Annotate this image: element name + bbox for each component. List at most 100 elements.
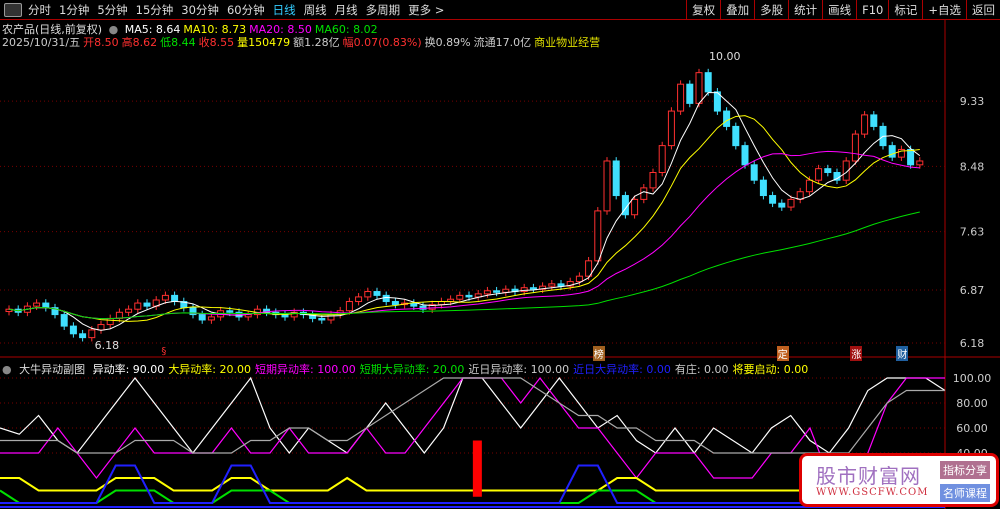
- toolbar-button[interactable]: 画线: [822, 0, 856, 20]
- candle-up: [677, 83, 685, 112]
- chart-header: 农产品(日线,前复权) ● MA5: 8.64 MA10: 8.73 MA20: 8…: [2, 21, 384, 37]
- period-tab[interactable]: 30分钟: [181, 2, 219, 17]
- period-tab[interactable]: 周线: [303, 2, 327, 17]
- candle-down: [318, 317, 326, 321]
- candle-down: [741, 145, 749, 166]
- period-tab[interactable]: 60分钟: [226, 2, 265, 17]
- toolbar-button[interactable]: F10: [856, 0, 888, 20]
- indicator-legend-item: 将要启动: 0.00: [732, 363, 809, 376]
- candle-down: [198, 314, 206, 321]
- indicator-line: [0, 377, 945, 454]
- period-tab[interactable]: 5分钟: [97, 2, 128, 17]
- ma-value: MA10: 8.73: [183, 23, 247, 36]
- toolbar-button[interactable]: +自选: [922, 0, 966, 20]
- quote-field: 低8.44: [160, 36, 196, 49]
- candle-up: [364, 291, 372, 298]
- watermark-title: 股市财富网: [816, 464, 921, 488]
- candle-up: [603, 160, 611, 212]
- candle-up: [161, 294, 169, 301]
- price-tick: 6.18: [960, 337, 985, 350]
- ma20-line: [8, 150, 920, 320]
- quote-field: 幅0.07(0.83%): [342, 36, 422, 49]
- indicator-legend-item: 大异动率: 20.00: [168, 363, 252, 376]
- period-tab[interactable]: 分时: [28, 2, 51, 17]
- candle-up: [815, 168, 823, 181]
- candle-down: [769, 195, 777, 204]
- watermark-logo: 股市财富网 WWW.GSCFW.COM 指标分享 名师课程: [799, 453, 999, 507]
- indicator-line: [0, 476, 945, 492]
- sidebar-toggle-button[interactable]: [4, 2, 22, 17]
- indicator-header: ● 大牛异动副图 异动率: 90.00 大异动率: 20.00 短期异动率: 100…: [2, 361, 816, 377]
- toolbar-button[interactable]: 标记: [888, 0, 922, 20]
- candle-up: [658, 145, 666, 174]
- watermark-tag-share: 指标分享: [940, 461, 990, 479]
- candle-down: [493, 290, 501, 293]
- candle-up: [290, 311, 298, 318]
- signal-bar: [472, 440, 482, 497]
- candle-down: [60, 314, 68, 327]
- ma10-line: [8, 115, 920, 322]
- price-tick: 7.63: [960, 226, 985, 239]
- period-tab[interactable]: 多周期: [365, 2, 401, 17]
- candle-down: [373, 291, 381, 296]
- period-tab[interactable]: 15分钟: [135, 2, 174, 17]
- candle-up: [594, 210, 602, 262]
- indicator-line: [0, 464, 945, 504]
- candle-down: [391, 301, 399, 306]
- indicator-legend-item: 有庄: 0.00: [674, 363, 729, 376]
- toolbar-button[interactable]: 复权: [686, 0, 720, 20]
- quote-field: 开8.50: [83, 36, 119, 49]
- period-tab[interactable]: 日线: [272, 2, 296, 17]
- event-badge[interactable]: 定: [776, 346, 789, 361]
- price-tick: 9.33: [960, 95, 985, 108]
- ma-value: MA20: 8.50: [249, 23, 312, 36]
- toolbar-button[interactable]: 统计: [788, 0, 822, 20]
- candle-down: [51, 307, 59, 316]
- period-tab[interactable]: 更多 >: [408, 2, 445, 17]
- quote-field: 额1.28亿: [293, 36, 340, 49]
- candle-down: [612, 160, 620, 197]
- event-badge[interactable]: 榜: [592, 346, 605, 361]
- candle-up: [787, 198, 795, 208]
- candle-down: [410, 302, 418, 307]
- candle-up: [575, 275, 583, 283]
- candle-down: [686, 83, 694, 104]
- toolbar-button[interactable]: 返回: [966, 0, 1000, 20]
- watermark-url: WWW.GSCFW.COM: [816, 487, 929, 498]
- candle-down: [907, 148, 915, 166]
- candle-up: [566, 281, 574, 287]
- event-badge[interactable]: 涨: [850, 346, 863, 361]
- indicator-legend-item: 近日异动率: 100.00: [468, 363, 570, 376]
- indicator-settings-icon[interactable]: ●: [2, 363, 12, 376]
- candle-up: [631, 198, 639, 216]
- toolbar-button[interactable]: 多股: [754, 0, 788, 20]
- ma-value: MA60: 8.02: [314, 23, 378, 36]
- candle-down: [557, 283, 565, 287]
- toolbar-button[interactable]: 叠加: [720, 0, 754, 20]
- candle-up: [585, 260, 593, 277]
- candle-down: [79, 333, 87, 339]
- candle-down: [529, 287, 537, 290]
- candle-up: [345, 301, 353, 312]
- indicator-tick: 60.00: [956, 422, 988, 435]
- period-tab[interactable]: 月线: [334, 2, 358, 17]
- candle-up: [842, 160, 850, 181]
- candle-down: [189, 307, 197, 316]
- candle-up: [520, 287, 528, 293]
- quote-field: 流通17.0亿: [473, 36, 532, 49]
- event-badge[interactable]: §: [161, 346, 167, 357]
- ma-settings-icon[interactable]: ●: [108, 23, 119, 36]
- indicator-legend-item: 近日大异动率: 0.00: [573, 363, 671, 376]
- indicator-tick: 100.00: [953, 372, 992, 385]
- quote-field: 换0.89%: [424, 36, 471, 49]
- event-badge[interactable]: 财: [896, 346, 909, 361]
- candle-down: [382, 294, 390, 303]
- candle-up: [207, 316, 215, 321]
- quote-line: 2025/10/31/五 开8.50 高8.62 低8.44 收8.55 量150479 额…: [2, 34, 603, 50]
- candle-up: [483, 290, 491, 295]
- period-tab[interactable]: 1分钟: [59, 2, 90, 17]
- quote-field: 高8.62: [121, 36, 158, 49]
- candle-up: [667, 110, 675, 147]
- indicator-line: [0, 376, 946, 454]
